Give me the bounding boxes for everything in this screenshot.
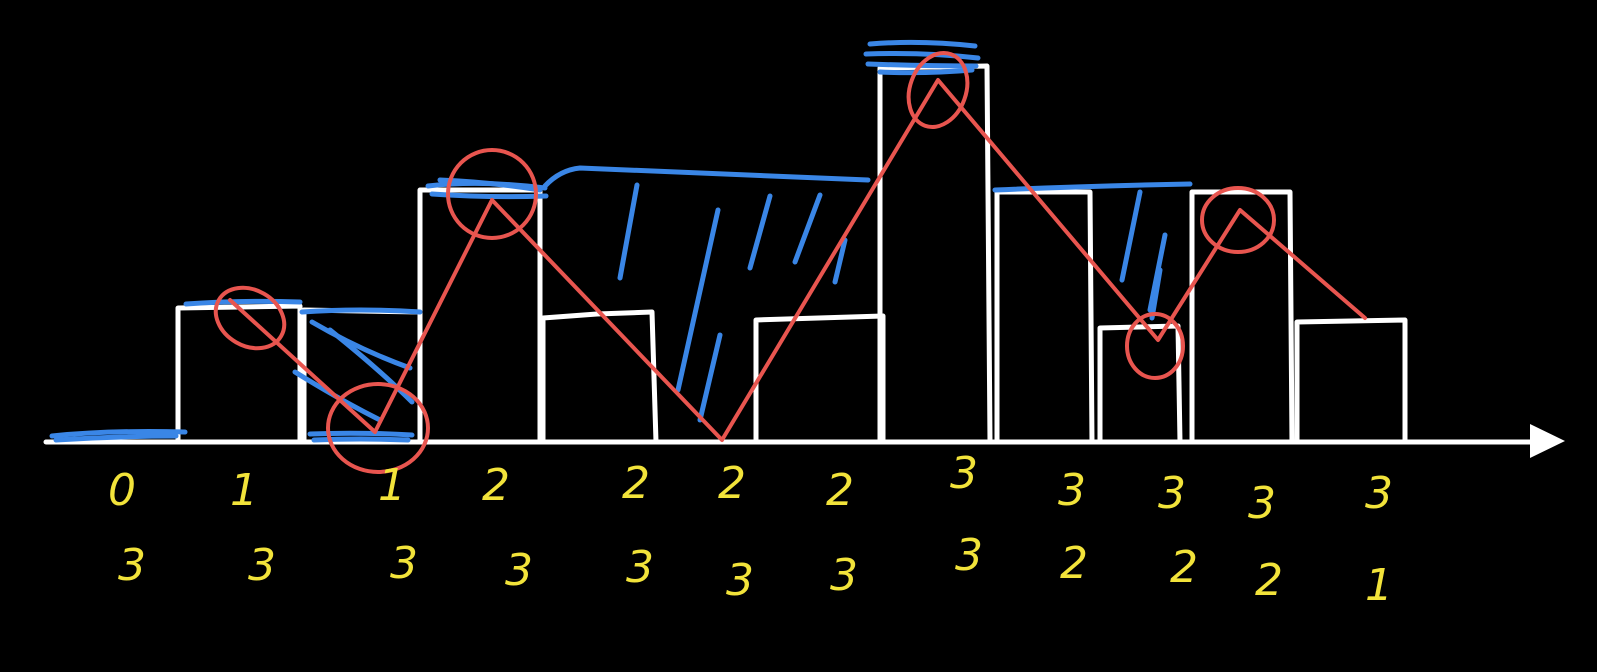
water-markings bbox=[49, 39, 1193, 443]
right-max-label: 3 bbox=[830, 550, 858, 601]
bar-index-8 bbox=[994, 189, 1095, 445]
right-max-label: 3 bbox=[390, 538, 418, 589]
left-max-label: 3 bbox=[1058, 465, 1086, 516]
bar-index-11 bbox=[1294, 317, 1408, 445]
left-max-label: 1 bbox=[378, 460, 406, 511]
left-max-label: 3 bbox=[1248, 478, 1276, 529]
right-max-label: 3 bbox=[118, 540, 146, 591]
right-max-label: 3 bbox=[955, 530, 983, 581]
bar-index-6 bbox=[753, 313, 886, 445]
left-max-label: 2 bbox=[482, 460, 510, 511]
circle-highlight bbox=[1200, 186, 1276, 254]
circle-highlight bbox=[446, 148, 538, 240]
right-max-label: 3 bbox=[626, 542, 654, 593]
circle-highlight bbox=[326, 382, 430, 474]
left-max-label: 2 bbox=[622, 458, 650, 509]
bar-index-3 bbox=[417, 187, 543, 445]
arrow-head-icon bbox=[1530, 424, 1565, 458]
bar-index-4 bbox=[540, 309, 659, 445]
left-max-label: 3 bbox=[1158, 468, 1186, 519]
right-max-label: 2 bbox=[1255, 555, 1283, 606]
left-max-label: 0 bbox=[108, 465, 136, 516]
left-max-label: 3 bbox=[1365, 468, 1393, 519]
pointer-path bbox=[213, 51, 1367, 474]
left-max-label: 3 bbox=[950, 448, 978, 499]
right-max-label: 3 bbox=[726, 555, 754, 606]
left-max-label: 1 bbox=[230, 465, 258, 516]
left-max-label: 2 bbox=[718, 458, 746, 509]
left-max-label: 2 bbox=[826, 465, 854, 516]
right-max-label: 2 bbox=[1060, 538, 1088, 589]
circle-highlight bbox=[1125, 312, 1185, 380]
bar-index-9 bbox=[1097, 323, 1183, 445]
bar-index-1 bbox=[175, 303, 303, 445]
right-max-label: 3 bbox=[248, 540, 276, 591]
x-axis bbox=[43, 424, 1565, 458]
bar-index-10 bbox=[1189, 189, 1295, 445]
right-max-label: 2 bbox=[1170, 542, 1198, 593]
left-max-row: 0 1 1 2 2 2 2 3 3 3 3 3 bbox=[108, 448, 1393, 529]
right-max-label: 3 bbox=[505, 545, 533, 596]
circle-highlight bbox=[906, 51, 970, 129]
circle-highlight bbox=[213, 285, 287, 351]
right-max-row: 3 3 3 3 3 3 3 3 2 2 2 1 bbox=[118, 530, 1393, 611]
right-max-label: 1 bbox=[1365, 560, 1393, 611]
